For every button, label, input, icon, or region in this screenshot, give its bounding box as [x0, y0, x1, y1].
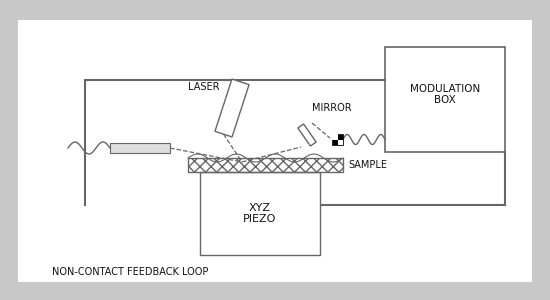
Bar: [332, 134, 343, 145]
Text: SAMPLE: SAMPLE: [348, 160, 387, 170]
Bar: [385, 47, 505, 152]
Bar: [200, 172, 320, 255]
Polygon shape: [215, 79, 249, 137]
Bar: [18, 20, 532, 282]
Bar: [332, 134, 338, 140]
Bar: [110, 143, 170, 153]
Text: XYZ
PIEZO: XYZ PIEZO: [243, 203, 277, 224]
Text: LASER: LASER: [188, 82, 220, 92]
Bar: [188, 158, 343, 172]
Polygon shape: [298, 124, 316, 146]
Text: MODULATION
BOX: MODULATION BOX: [410, 84, 480, 105]
Text: NON-CONTACT FEEDBACK LOOP: NON-CONTACT FEEDBACK LOOP: [52, 267, 208, 277]
Bar: [338, 140, 343, 145]
Text: MIRROR: MIRROR: [312, 103, 351, 113]
